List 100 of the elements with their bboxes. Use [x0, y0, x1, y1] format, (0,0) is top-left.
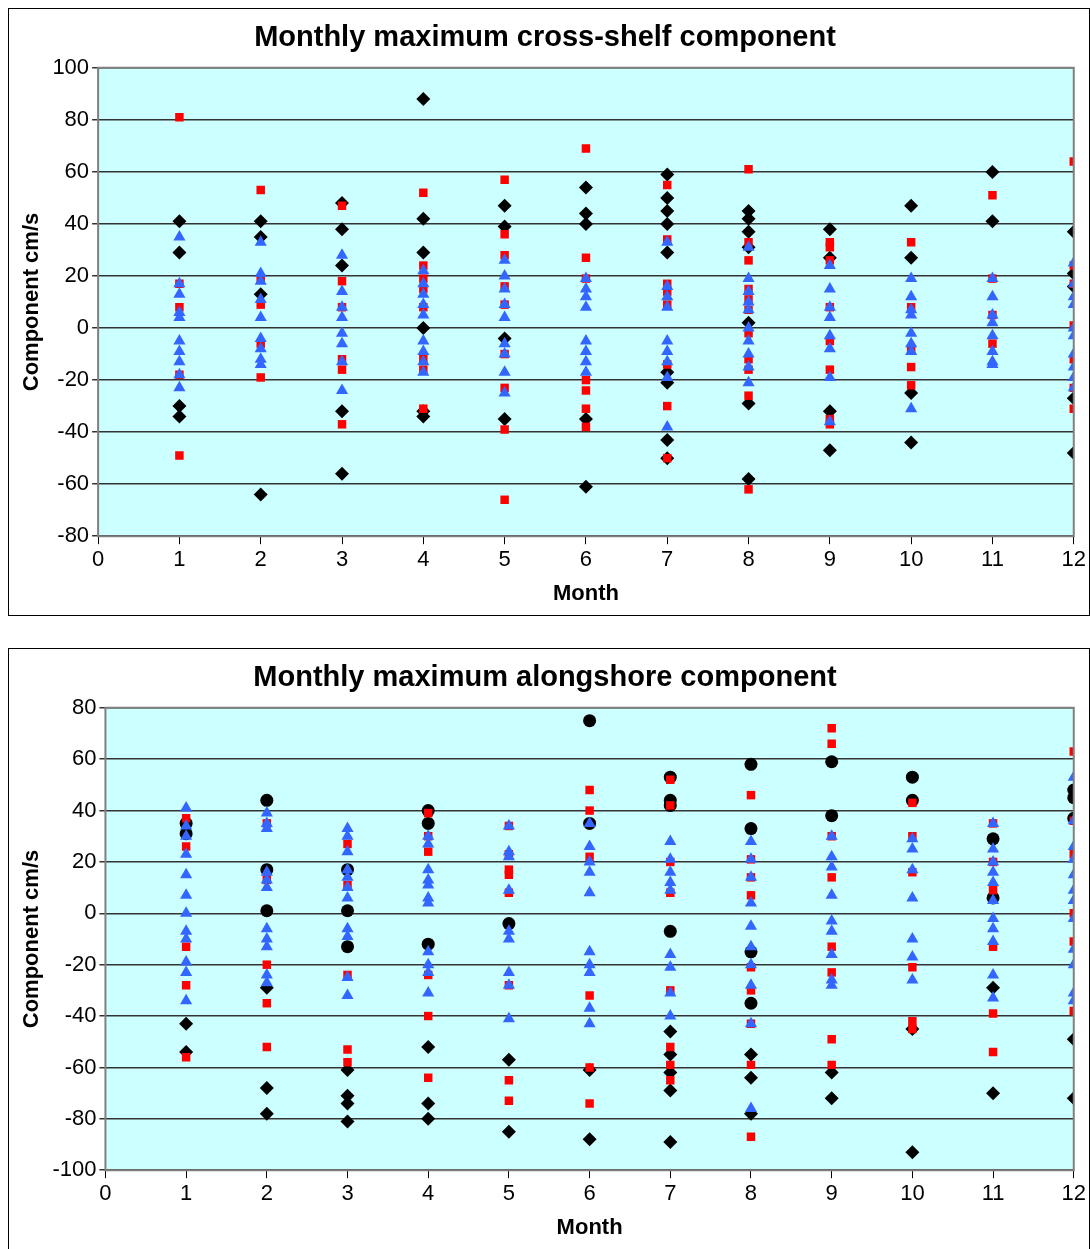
point [259, 1106, 274, 1121]
x-tick-label: 5 [502, 1180, 516, 1206]
point [660, 245, 675, 260]
point [172, 245, 187, 260]
y-tick-label: -60 [64, 1053, 97, 1079]
point [825, 755, 839, 769]
x-tick-label: 4 [417, 546, 430, 572]
y-tick-label: -80 [64, 1104, 97, 1130]
point [663, 1083, 678, 1098]
y-tick-label: 40 [71, 796, 97, 822]
point [341, 904, 355, 918]
y-tick-label: 100 [52, 53, 90, 79]
point [663, 1024, 678, 1039]
point [253, 214, 268, 229]
point [335, 466, 350, 481]
x-tick-label: 11 [981, 546, 1004, 572]
point [663, 1134, 678, 1149]
y-tick-label: 20 [71, 848, 97, 873]
point [660, 203, 675, 218]
point [578, 216, 593, 231]
y-axis-title: Component cm/s [18, 849, 44, 1029]
point [741, 224, 756, 239]
x-axis-title: Month [556, 1213, 623, 1239]
y-tick-label: -80 [57, 522, 90, 548]
x-axis-title: Month [552, 579, 619, 605]
point [416, 245, 431, 260]
point [253, 487, 268, 502]
point [825, 809, 839, 823]
chart-title: Monthly maximum cross-shelf component [254, 20, 837, 53]
point [663, 924, 677, 938]
y-tick-label: 40 [64, 210, 90, 235]
x-tick-label: 5 [498, 546, 511, 572]
y-tick-label: 0 [76, 314, 90, 340]
point [744, 996, 758, 1010]
point [986, 832, 1000, 846]
x-tick-label: 1 [180, 1180, 193, 1206]
point [660, 167, 675, 182]
y-tick-label: -20 [57, 366, 90, 392]
y-tick-label: -40 [64, 1002, 97, 1028]
point [421, 1111, 436, 1126]
point [822, 222, 837, 237]
x-tick-label: 1 [173, 546, 186, 572]
x-tick-label: 10 [900, 1180, 925, 1206]
y-axis-title: Component cm/s [18, 212, 44, 392]
y-tick-label: -20 [64, 950, 97, 976]
x-tick-label: 2 [254, 546, 267, 572]
point [744, 757, 758, 771]
point [497, 198, 512, 213]
y-tick-label: 60 [71, 745, 97, 771]
point [172, 214, 187, 229]
point [660, 190, 675, 205]
point [421, 1096, 436, 1111]
point [172, 399, 187, 414]
point [341, 940, 355, 954]
point [986, 980, 1001, 995]
point [660, 216, 675, 231]
point [335, 404, 350, 419]
y-tick-label: 60 [64, 157, 90, 183]
point [416, 211, 431, 226]
point [904, 250, 919, 265]
x-tick-label: 6 [583, 1180, 596, 1206]
point [335, 222, 350, 237]
x-tick-label: 3 [341, 1180, 354, 1206]
x-tick-label: 8 [744, 1180, 758, 1206]
y-tick-label: -40 [57, 418, 90, 444]
point [260, 793, 274, 807]
point [335, 258, 350, 273]
x-tick-label: 4 [422, 1180, 435, 1206]
point [497, 412, 512, 427]
point [578, 479, 593, 494]
x-tick-label: 11 [981, 1180, 1005, 1206]
point [340, 1114, 355, 1129]
point [416, 92, 431, 107]
point [743, 1070, 758, 1085]
point [578, 180, 593, 195]
point [260, 904, 274, 918]
x-tick-label: 9 [825, 1180, 838, 1206]
x-tick-label: 7 [661, 546, 674, 572]
point [421, 816, 435, 830]
point [985, 164, 1000, 179]
y-tick-label: 80 [71, 693, 97, 719]
x-tick-label: 3 [335, 546, 349, 572]
point [416, 321, 431, 336]
point [822, 443, 837, 458]
point [660, 432, 675, 447]
chart-title: Monthly maximum alongshore component [253, 660, 837, 693]
x-tick-label: 12 [1061, 546, 1087, 572]
point [583, 714, 597, 728]
x-tick-label: 8 [742, 546, 755, 572]
point [985, 214, 1000, 229]
x-tick-label: 7 [664, 1180, 677, 1206]
x-tick-label: 9 [823, 546, 836, 572]
point [744, 822, 758, 836]
point [904, 435, 919, 450]
point [986, 1086, 1001, 1101]
x-tick-label: 10 [898, 546, 924, 572]
x-tick-label: 12 [1061, 1180, 1087, 1206]
point [741, 471, 756, 486]
point [582, 1132, 597, 1147]
point [824, 1091, 839, 1106]
